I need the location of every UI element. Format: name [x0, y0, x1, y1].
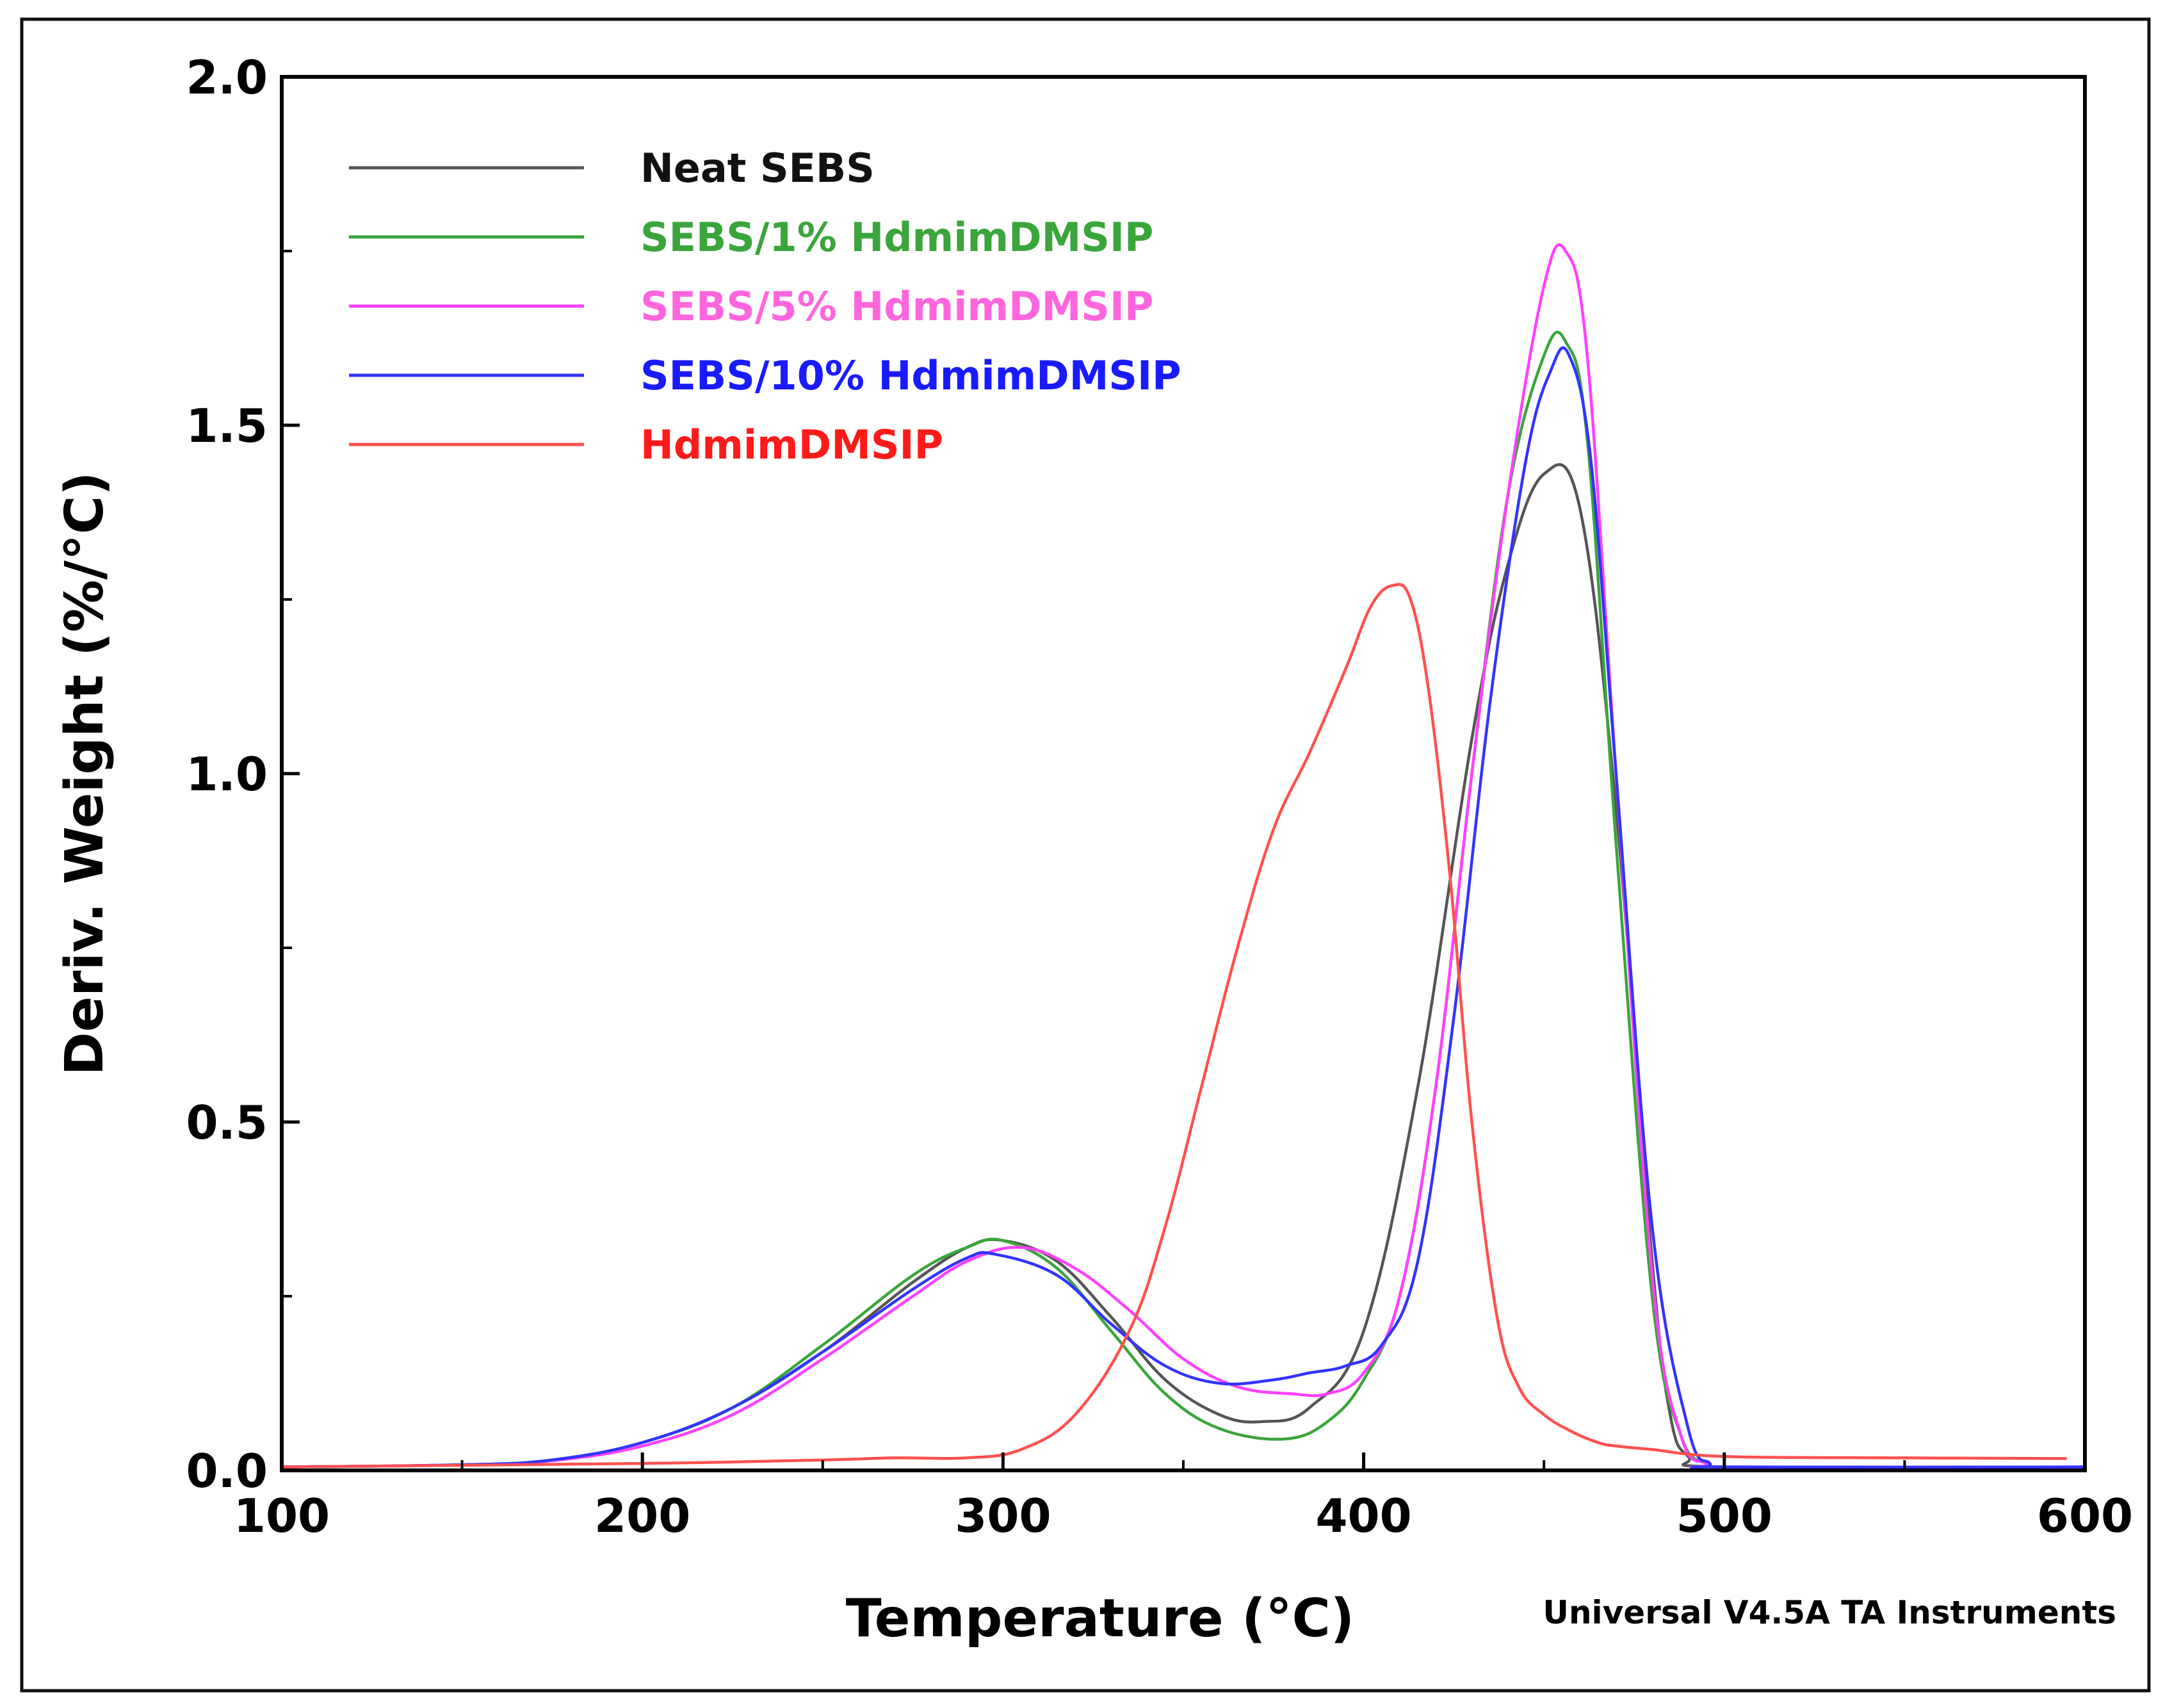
footer-note: Universal V4.5A TA Instruments — [1543, 1594, 2116, 1631]
legend-label-1: SEBS/1% HdmimDMSIP — [640, 214, 1153, 261]
legend-label-0: Neat SEBS — [640, 145, 875, 191]
x-tick-label: 600 — [2037, 1489, 2133, 1543]
legend-label-2: SEBS/5% HdmimDMSIP — [640, 283, 1153, 330]
legend-label-3: SEBS/10% HdmimDMSIP — [640, 352, 1181, 399]
x-tick-label: 300 — [955, 1489, 1051, 1543]
series-layer — [281, 243, 2086, 1470]
tick-layer — [280, 75, 2087, 1472]
y-tick-label: 2.0 — [186, 51, 268, 104]
x-tick-label: 200 — [594, 1489, 690, 1543]
y-tick-label: 1.0 — [186, 747, 268, 801]
y-tick-labels: 0.0 0.5 1.0 1.5 2.0 — [186, 51, 268, 1498]
y-tick-label: 0.5 — [186, 1096, 268, 1150]
x-tick-label: 100 — [234, 1489, 330, 1543]
figure-border — [20, 17, 2151, 1693]
series-line-4 — [281, 583, 2067, 1468]
legend-label-4: HdmimDMSIP — [640, 421, 943, 468]
x-tick-label: 400 — [1315, 1489, 1411, 1543]
y-axis-title: Deriv. Weight (%/°C) — [54, 472, 115, 1076]
y-tick-label: 0.0 — [186, 1444, 268, 1498]
x-tick-label: 500 — [1676, 1489, 1772, 1543]
y-tick-label: 1.5 — [186, 399, 268, 453]
series-line-3 — [281, 346, 2086, 1469]
series-line-2 — [281, 243, 2086, 1469]
legend: Neat SEBS SEBS/1% HdmimDMSIP SEBS/5% Hdmim… — [349, 145, 1181, 468]
x-axis-title: Temperature (°C) — [846, 1588, 1355, 1649]
x-tick-labels: 100 200 300 400 500 600 — [234, 1489, 2133, 1543]
